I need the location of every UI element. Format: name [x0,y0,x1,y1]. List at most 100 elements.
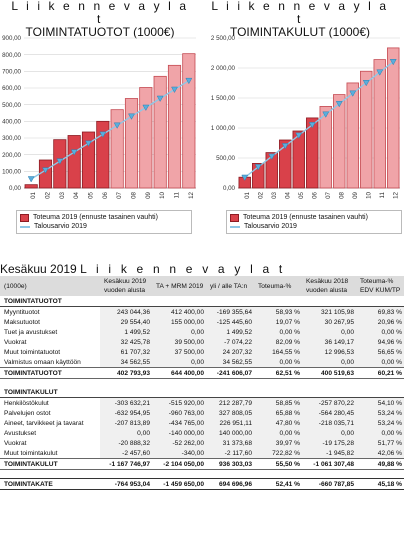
chart2-legend: Toteuma 2019 (ennuste tasainen vauhti) T… [226,210,402,234]
table-cell: 402 793,93 [100,367,152,379]
table-cell: 0,00 % [356,428,404,438]
table-cell: 53,24 % [356,418,404,428]
table-cell [100,379,152,388]
col-header: Kesäkuu 2018 vuoden alusta [302,276,356,296]
total-row: TOIMINTATUOTOT 402 793,93 644 400,00 -241 6… [0,367,404,379]
x-tick-label: 03 [271,191,278,198]
table-cell: 412 400,00 [152,306,206,317]
table-cell: 39,97 % [254,438,302,448]
table-cell: 722,82 % [254,448,302,459]
row-label: Avustukset [4,429,37,437]
row-label: Muut toimintatuotot [4,348,61,356]
report-title: Kesäkuu 2019 L i i k e n n e v a y l a t [0,262,285,276]
chart2-legend-bar: Toteuma 2019 (ennuste tasainen vauhti) [230,213,398,222]
table-row: Maksutuotot 29 554,40 155 000,00 -125 445,6… [0,317,404,327]
table-cell: -1 167 746,97 [100,458,152,470]
table-cell: 0,00 [302,327,356,337]
chart2-legend-bar-label: Toteuma 2019 (ennuste tasainen vauhti) [243,214,368,221]
budget-marker [376,69,384,76]
bar-swatch-icon [230,213,239,222]
chart1-title-line1: L i i k e n n e v a y l a t [11,0,189,26]
table-cell: -207 813,89 [100,418,152,428]
table-cell: 39 500,00 [152,337,206,347]
table-cell: 0,00 [302,428,356,438]
x-tick-label: 04 [284,191,291,198]
bar [182,53,196,189]
row-label: Vuokrat [4,439,27,447]
bar [387,47,400,189]
bar [252,162,265,189]
chart2-title-line1: L i i k e n n e v a y l a t [211,0,389,26]
table-cell: 0,00 [100,428,152,438]
table-cell [356,387,404,398]
total-row: TOIMINTAKULUT -1 167 746,97 -2 104 050,00 9… [0,458,404,470]
y-tick-label: 500,00 [2,102,21,109]
table-row: Tuet ja avustukset 1 499,52 0,00 1 499,52 0,… [0,327,404,337]
table-cell: 1 499,52 [206,327,254,337]
table-cell: 19,07 % [254,317,302,327]
table-cell: -241 606,07 [206,367,254,379]
y-tick-label: 500,00 [216,155,235,162]
budget-marker [308,122,316,129]
row-label: Myyntituotot [4,308,40,316]
table-cell: 34 562,55 [100,357,152,368]
row-label: TOIMINTAKULUT [0,387,100,398]
table-cell: 55,50 % [254,458,302,470]
chart1-title-line2: TOIMINTATUOTOT (1000€) [25,25,175,39]
y-tick-label: 1 500,00 [211,95,236,102]
row-label: Aineet, tarvikkeet ja tavarat [4,419,84,427]
table-row: Muut toimintakulut -2 457,60 -340,00 -2 117… [0,448,404,459]
x-tick-label: 08 [338,191,345,198]
budget-marker [70,149,78,156]
table-cell: 644 400,00 [152,367,206,379]
chart2-title-line2: TOIMINTAKULUT (1000€) [229,25,371,39]
table-cell [254,379,302,388]
table-cell: 37 500,00 [152,347,206,357]
table-cell: 0,00 % [254,357,302,368]
bar [153,75,167,189]
table-cell: -340,00 [152,448,206,459]
x-tick-label: 12 [392,191,399,198]
table-cell [100,470,152,479]
bar [38,159,53,189]
bar [265,152,278,189]
col-header: Kesäkuu 2019 vuoden alusta [100,276,152,296]
table-cell: -1 061 307,48 [302,458,356,470]
x-tick-label: 12 [188,191,195,198]
table-cell: -303 632,21 [100,397,152,408]
x-tick-label: 05 [88,191,95,198]
table-cell [356,296,404,307]
table-cell: -7 074,22 [206,337,254,347]
table-cell: 31 373,68 [206,438,254,448]
section-row: TOIMINTAKULUT [0,387,404,398]
chart1-legend-line: Talousarvio 2019 [20,222,188,231]
budget-marker [185,77,193,85]
table-cell: 51,77 % [356,438,404,448]
table-row: Henkilöstökulut -303 632,21 -515 920,00 212… [0,397,404,408]
col-header: Toteuma-% [254,276,302,296]
table-cell: 56,65 % [356,347,404,357]
bar [333,94,346,189]
x-tick-label: 01 [244,191,251,198]
bar [319,106,332,189]
table-cell [254,470,302,479]
table-cell: -19 175,28 [302,438,356,448]
table-cell: 1 499,52 [100,327,152,337]
row-label: Vuokrat [4,338,27,346]
report-header-row: (1000e) Kesäkuu 2019 vuoden alusta TA + … [0,276,404,296]
table-row: Vuokrat 32 425,78 39 500,00 -7 074,22 82,09 … [0,337,404,347]
table-cell: 32 425,78 [100,337,152,347]
table-cell: 0,00 % [254,327,302,337]
y-tick-label: 300,00 [2,135,21,142]
budget-marker [56,158,64,165]
table-cell: 36 149,17 [302,337,356,347]
row-label [0,379,100,388]
chart1-legend: Toteuma 2019 (ennuste tasainen vauhti) T… [16,210,192,234]
bar [67,135,81,189]
x-tick-label: 02 [257,191,264,198]
line-swatch-icon [230,225,240,228]
x-tick-label: 09 [145,191,152,198]
table-row: Palvelujen ostot -632 954,95 -960 763,00 32… [0,408,404,418]
bar [306,117,319,189]
table-row: Aineet, tarvikkeet ja tavarat -207 813,89… [0,418,404,428]
